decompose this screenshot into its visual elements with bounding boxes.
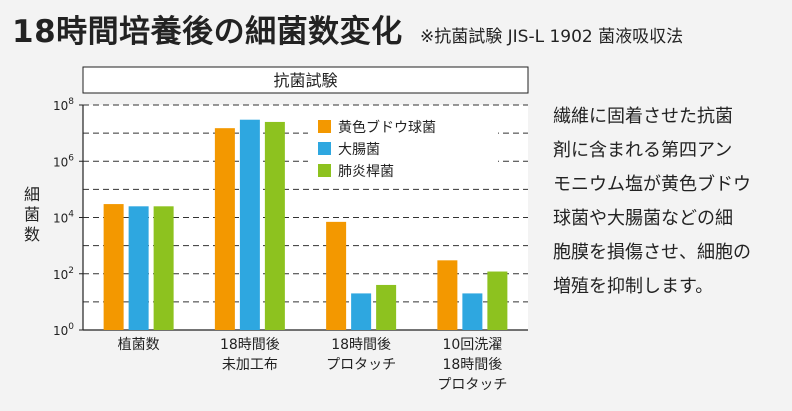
legend-swatch bbox=[318, 120, 331, 133]
x-tick-label: 植菌数 bbox=[118, 337, 160, 353]
bar bbox=[214, 128, 235, 330]
description-line: 繊維に固着させた抗菌 bbox=[553, 106, 733, 127]
bar bbox=[326, 221, 347, 330]
legend-swatch bbox=[318, 142, 331, 155]
x-tick-label: 18時間後 bbox=[442, 357, 502, 373]
bar bbox=[437, 260, 458, 330]
y-tick-label: 104 bbox=[53, 210, 74, 226]
y-axis-label-char: 菌 bbox=[24, 205, 40, 224]
legend-label: 黄色ブドウ球菌 bbox=[338, 119, 436, 136]
x-tick-label: 10回洗濯 bbox=[442, 337, 502, 353]
legend-label: 大腸菌 bbox=[338, 142, 380, 158]
test-method-note: ※抗菌試験 JIS-L 1902 菌液吸収法 bbox=[420, 27, 684, 47]
page-title: 18時間培養後の細菌数変化 bbox=[12, 14, 403, 50]
bar bbox=[487, 271, 508, 330]
x-tick-label: 未加工布 bbox=[222, 357, 278, 373]
description-line: 増殖を抑制します。 bbox=[553, 276, 714, 297]
chart-title: 抗菌試験 bbox=[273, 71, 337, 90]
description-line: モニウム塩が黄色ブドウ bbox=[553, 174, 751, 195]
y-axis-label-char: 数 bbox=[24, 225, 40, 244]
x-tick-label: 18時間後 bbox=[220, 337, 280, 353]
description-line: 剤に含まれる第四アン bbox=[553, 140, 733, 161]
y-tick-label: 108 bbox=[53, 97, 74, 113]
y-axis-label-char: 細 bbox=[24, 185, 40, 204]
bar bbox=[376, 284, 397, 330]
bar bbox=[128, 206, 149, 330]
antibacterial-chart: 抗菌試験 100 102 104 106 108 細菌数植菌数 18時間後 未加工布 18時間後プ… bbox=[0, 60, 540, 407]
chart-title-box bbox=[82, 66, 529, 94]
description-line: 球菌や大腸菌などの細 bbox=[553, 208, 733, 229]
bar bbox=[153, 206, 174, 330]
y-tick-label: 102 bbox=[53, 266, 74, 282]
bar bbox=[103, 204, 124, 330]
y-tick-label: 100 bbox=[53, 322, 74, 338]
x-tick-label: プロタッチ bbox=[326, 357, 396, 373]
bar bbox=[264, 121, 285, 330]
bar bbox=[239, 119, 260, 330]
legend-swatch bbox=[318, 164, 331, 177]
legend-box bbox=[308, 110, 498, 186]
bar bbox=[351, 293, 372, 330]
y-tick-label: 106 bbox=[53, 153, 74, 169]
bar bbox=[462, 293, 483, 330]
x-tick-label: プロタッチ bbox=[437, 377, 507, 393]
description-line: 胞膜を損傷させ、細胞の bbox=[553, 242, 751, 263]
x-tick-label: 18時間後 bbox=[331, 337, 391, 353]
description-text: 繊維に固着させた抗菌 剤に含まれる第四アン モニウム塩が黄色ブドウ 球菌や大腸菌… bbox=[553, 100, 785, 304]
legend-label: 肺炎桿菌 bbox=[338, 164, 394, 180]
